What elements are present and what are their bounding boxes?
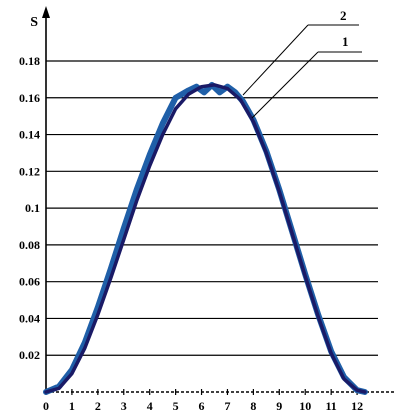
x-tick-label: 4 [147, 399, 153, 413]
y-axis-arrow [42, 6, 50, 18]
y-tick-label: 0.18 [19, 54, 40, 68]
grid-lines [46, 60, 378, 356]
x-tick-label: 6 [199, 399, 205, 413]
x-tick-label: 7 [224, 399, 230, 413]
series-line-2 [43, 81, 368, 395]
y-tick-label: 0.1 [25, 201, 40, 215]
y-tick-label: 0.06 [19, 275, 40, 289]
y-tick-label: 0.12 [19, 164, 40, 178]
x-tick-label: 9 [276, 399, 282, 413]
y-tick-label: 0.08 [19, 238, 40, 252]
axes [42, 6, 396, 394]
callout-label-2: 2 [340, 8, 347, 23]
callout-leader-1 [251, 51, 319, 119]
x-tick-label: 1 [69, 399, 75, 413]
x-tick-label: 5 [173, 399, 179, 413]
x-tick-label: 0 [43, 399, 49, 413]
y-tick-label: 0.14 [19, 128, 40, 142]
callout-label-1: 1 [342, 34, 349, 49]
y-axis-label: S [30, 15, 38, 30]
x-tick-label: 11 [325, 399, 336, 413]
series-callouts: 21 [242, 8, 362, 119]
series-line-1 [44, 83, 367, 394]
x-tick-label: 3 [121, 399, 127, 413]
y-tick-label: 0.16 [19, 91, 40, 105]
callout-leader-2 [242, 24, 309, 96]
y-tick-label: 0.02 [19, 348, 40, 362]
x-tick-label: 8 [250, 399, 256, 413]
y-tick-label: 0.04 [19, 311, 40, 325]
y-tick-labels: 0.02 0.04 0.06 0.08 0.1 0.12 0.14 0.16 0.18 [19, 54, 40, 362]
x-tick-label: 2 [95, 399, 101, 413]
series-lines [43, 81, 368, 395]
x-tick-label: 12 [351, 399, 363, 413]
x-tick-label: 10 [299, 399, 311, 413]
